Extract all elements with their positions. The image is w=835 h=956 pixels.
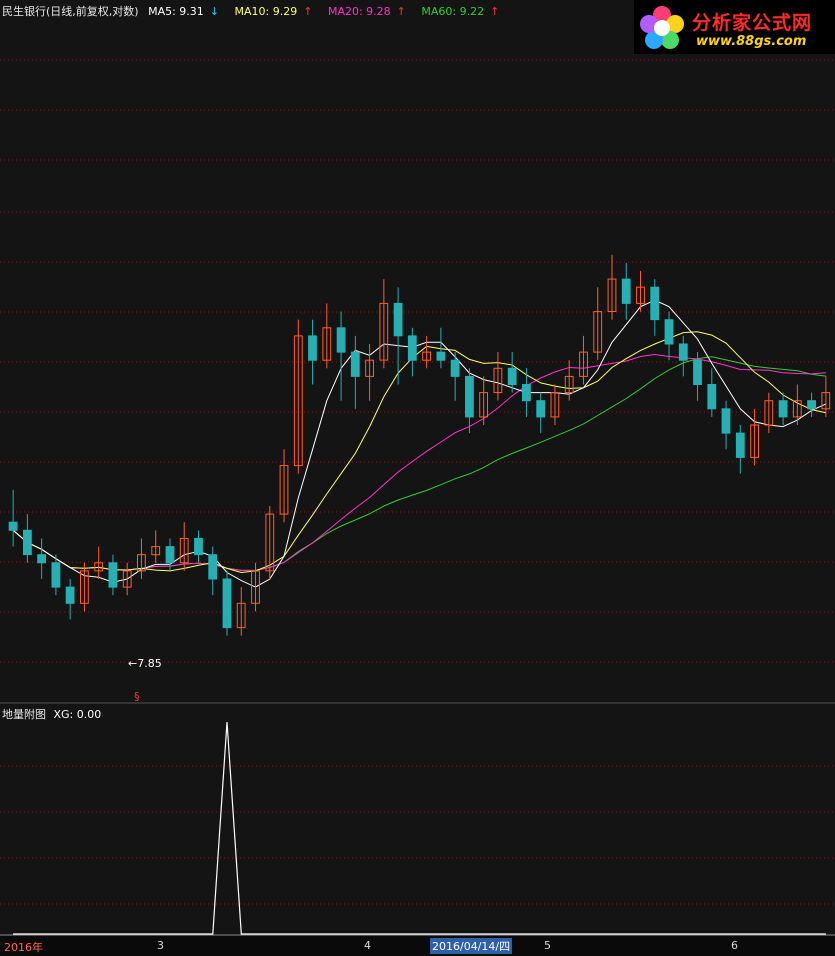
candle-body (122, 570, 132, 588)
candle-body (579, 351, 588, 377)
candle-body (664, 319, 674, 345)
candle-body (764, 400, 774, 426)
ma10-arrow: ↑ (303, 5, 313, 18)
candle-body (493, 367, 503, 394)
x-axis-label-year: 2016年 (4, 941, 43, 954)
candle-body (422, 351, 432, 361)
ma60-label: MA60: 9.22 (421, 5, 485, 18)
candle-body (693, 359, 702, 386)
x-axis-label-may: 5 (544, 939, 551, 952)
candle-body (336, 327, 346, 353)
candle-body (650, 286, 660, 321)
candle-body (350, 351, 360, 377)
candle-body (550, 392, 560, 418)
candle-body (137, 554, 146, 572)
candle-body (465, 375, 474, 418)
candle-body (750, 424, 760, 458)
logo-url: www.88gs.com (696, 34, 807, 49)
low-price-marker: ←7.85 (128, 657, 162, 670)
xg-signal-line (13, 721, 826, 935)
candle-body (536, 400, 546, 418)
candle-body (179, 537, 189, 564)
candle-body (165, 546, 175, 564)
ma10-readout: MA10: 9.29 ↑ (235, 5, 319, 18)
candle-body (208, 554, 218, 580)
candle-body (792, 400, 802, 418)
candle-body (80, 570, 89, 604)
x-axis-selected-date[interactable]: 2016/04/14/四 (430, 938, 513, 954)
candle-body (407, 335, 417, 361)
x-axis-label-march: 3 (157, 939, 164, 952)
stock-title: 民生银行(日线,前复权,对数) (2, 5, 139, 18)
candle-body (279, 465, 289, 515)
candle-body (23, 529, 32, 556)
sub-chart-header: 地量附图 XG: 0.00 (2, 706, 105, 722)
x-axis-band (0, 936, 835, 956)
candle-body (308, 335, 317, 361)
ma20-arrow: ↑ (396, 5, 406, 18)
x-axis-label-april: 4 (364, 939, 371, 952)
ma20-label: MA20: 9.28 (327, 5, 391, 18)
ma20-readout: MA20: 9.28 ↑ (328, 5, 412, 18)
candle-body (507, 367, 517, 385)
candle-body (735, 432, 745, 458)
candle-body (564, 375, 574, 394)
candle-body (621, 278, 631, 304)
ma60-line (12, 356, 826, 571)
candle-body (593, 311, 603, 353)
candle-body (293, 335, 303, 467)
candle-body (807, 400, 817, 410)
candle-body (522, 384, 531, 402)
ma10-line (12, 331, 827, 574)
candle-body (479, 392, 489, 418)
sub-chart-title: 地量附图 (2, 708, 46, 721)
candle-body (94, 562, 104, 572)
signal-marker: § (134, 690, 140, 703)
ma60-arrow: ↑ (490, 5, 500, 18)
candle-body (222, 578, 232, 629)
candle-body (151, 546, 161, 556)
ma60-readout: MA60: 9.22 ↑ (421, 5, 505, 18)
candle-body (236, 602, 246, 629)
candle-body (707, 384, 717, 410)
candle-body (450, 359, 460, 377)
logo-title: 分析家公式网 (692, 12, 813, 34)
ma5-arrow: ↓ (209, 5, 220, 18)
candle-body (265, 513, 275, 572)
site-logo: 分析家公式网 www.88gs.com (634, 0, 835, 54)
candle-body (379, 302, 389, 361)
ma10-label: MA10: 9.29 (234, 5, 298, 18)
main-chart-header: 民生银行(日线,前复权,对数) MA5: 9.31 ↓ MA10: 9.29 ↑ M… (2, 3, 511, 19)
candle-body (8, 521, 18, 531)
ma20-line (12, 353, 826, 571)
candle-body (65, 586, 75, 604)
candle-body (721, 408, 731, 434)
candle-body (436, 351, 446, 361)
flower-logo-icon (640, 6, 684, 49)
candle-body (51, 562, 61, 588)
x-axis-label-june: 6 (731, 939, 738, 952)
candle-body (393, 302, 403, 337)
candle-body (365, 359, 375, 377)
ma5-readout: MA5: 9.31 ↓ (148, 5, 225, 18)
candle-body (778, 400, 788, 418)
candle-body (322, 327, 332, 361)
candle-body (821, 392, 831, 410)
candle-body (678, 343, 688, 361)
xg-readout: XG: 0.00 (53, 708, 102, 721)
candle-body (194, 537, 203, 556)
candle-body (251, 570, 260, 604)
ma5-line (12, 299, 827, 588)
ma5-label: MA5: 9.31 (148, 5, 204, 18)
candle-body (636, 286, 645, 304)
candle-body (607, 278, 617, 313)
candle-body (37, 554, 47, 564)
candle-body (108, 562, 118, 588)
